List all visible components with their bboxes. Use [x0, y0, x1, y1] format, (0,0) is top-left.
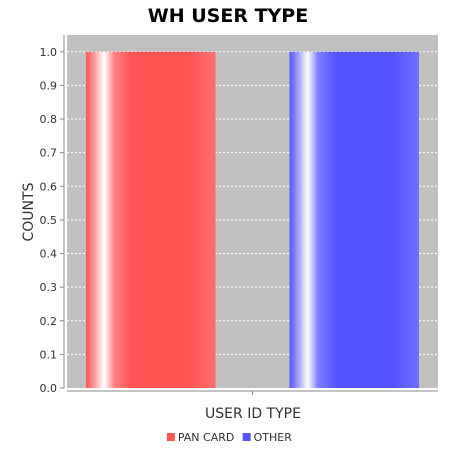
bar-pan-card [86, 51, 216, 389]
y-tick-label: 0.5 [40, 214, 58, 227]
y-tick-label: 1.0 [40, 46, 58, 59]
chart-title: WH USER TYPE [148, 5, 308, 27]
y-tick-label: 0.1 [40, 348, 58, 361]
y-tick-label: 0.2 [40, 315, 58, 328]
y-tick-label: 0.9 [40, 79, 58, 92]
legend-swatch-pan-card [166, 433, 175, 441]
y-tick-label: 0.0 [40, 382, 58, 395]
legend: PAN CARD OTHER [166, 431, 293, 444]
legend-label-pan-card: PAN CARD [178, 431, 235, 444]
bar-other [289, 51, 419, 389]
y-axis: 0.0 0.1 0.2 0.3 0.4 0.5 0.6 0.7 0.8 0.9 1.0 [40, 35, 65, 395]
y-axis-label: COUNTS [21, 182, 37, 241]
y-tick-label: 0.7 [40, 147, 58, 160]
y-tick-label: 0.8 [40, 113, 58, 126]
legend-label-other: OTHER [254, 431, 293, 444]
x-axis-label: USER ID TYPE [205, 406, 301, 422]
legend-swatch-other [242, 433, 251, 441]
y-tick-label: 0.4 [40, 248, 58, 261]
y-tick-label: 0.3 [40, 281, 58, 294]
x-axis [67, 390, 438, 395]
bars [86, 51, 419, 389]
y-tick-label: 0.6 [40, 180, 58, 193]
